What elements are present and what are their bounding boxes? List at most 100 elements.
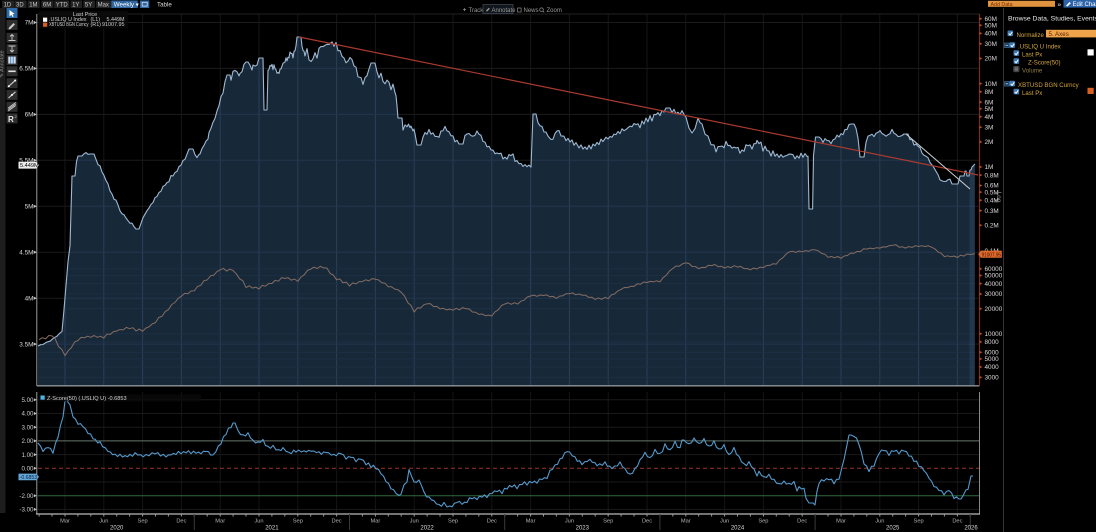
svg-text:-2.00: -2.00: [19, 493, 34, 500]
svg-text:Jun: Jun: [410, 519, 419, 525]
svg-text:2023: 2023: [576, 526, 590, 532]
svg-text:1D: 1D: [4, 3, 12, 9]
svg-text:91007.95: 91007.95: [102, 22, 124, 28]
svg-text:0.2M: 0.2M: [985, 223, 999, 230]
svg-text:Dec: Dec: [797, 519, 807, 525]
svg-text:R: R: [8, 115, 14, 124]
svg-text:2M: 2M: [985, 139, 994, 146]
svg-text:2: 2: [15, 114, 18, 119]
svg-text:Dec: Dec: [332, 519, 342, 525]
svg-text:6.5M: 6.5M: [19, 66, 33, 73]
svg-text:5.5M: 5.5M: [19, 158, 33, 165]
svg-text:2025: 2025: [886, 526, 900, 532]
svg-text:✎ Annotate: ✎ Annotate: [0, 50, 6, 77]
svg-text:10M: 10M: [985, 81, 997, 88]
svg-text:8M: 8M: [985, 89, 994, 96]
svg-text:Last Px: Last Px: [1022, 52, 1042, 59]
svg-text:5.00: 5.00: [21, 397, 34, 404]
svg-text:Jun: Jun: [254, 519, 263, 525]
svg-text:Zoom: Zoom: [547, 8, 562, 14]
svg-text:XBTUSD BGN Curncy: XBTUSD BGN Curncy: [49, 22, 89, 28]
svg-text:3D: 3D: [16, 3, 24, 9]
svg-text:Jun: Jun: [565, 519, 574, 525]
svg-text:0.8M: 0.8M: [985, 172, 999, 179]
svg-text:0.3M: 0.3M: [985, 208, 999, 215]
svg-text:0.6M: 0.6M: [985, 183, 999, 190]
svg-text:YTD: YTD: [56, 3, 69, 9]
svg-text:Log: Log: [995, 192, 1002, 203]
svg-text:50M: 50M: [985, 23, 997, 30]
svg-text:1M: 1M: [29, 3, 37, 9]
svg-text:2021: 2021: [265, 526, 279, 532]
svg-text:Last Px: Last Px: [1022, 90, 1042, 97]
svg-text:4.00: 4.00: [21, 411, 34, 418]
svg-text:Max: Max: [98, 3, 109, 9]
svg-text:2026: 2026: [964, 526, 978, 532]
svg-text:0.5M: 0.5M: [985, 189, 999, 196]
svg-text:5000: 5000: [985, 356, 1000, 363]
svg-text:Dec: Dec: [487, 519, 497, 525]
svg-text:30000: 30000: [985, 291, 1003, 298]
svg-text:6000: 6000: [985, 350, 1000, 357]
svg-text:Sep: Sep: [603, 519, 613, 525]
svg-text:30M: 30M: [985, 41, 997, 48]
svg-text:Table: Table: [157, 2, 172, 9]
svg-text:XBTUSD BGN Curncy: XBTUSD BGN Curncy: [1018, 82, 1080, 89]
svg-text:2024: 2024: [731, 526, 745, 532]
svg-text:-3.00: -3.00: [19, 507, 34, 514]
svg-text:Dec: Dec: [642, 519, 652, 525]
svg-text:3M: 3M: [985, 124, 994, 131]
svg-text:Jun: Jun: [875, 519, 884, 525]
svg-text:60000: 60000: [985, 266, 1003, 273]
svg-text:5M: 5M: [25, 204, 34, 211]
svg-text:Sep: Sep: [293, 519, 303, 525]
svg-text:Mar: Mar: [526, 519, 536, 525]
svg-text:4M: 4M: [25, 295, 34, 302]
svg-text:5Y: 5Y: [85, 3, 92, 9]
svg-text:Mar: Mar: [681, 519, 691, 525]
svg-text:60M: 60M: [985, 16, 997, 23]
svg-text:4000: 4000: [985, 364, 1000, 371]
svg-text:Track: Track: [469, 8, 485, 14]
svg-text:Mar: Mar: [215, 519, 225, 525]
svg-text:1.00: 1.00: [21, 452, 34, 459]
svg-text:40000: 40000: [985, 281, 1003, 288]
svg-text:»: »: [1058, 1, 1062, 8]
svg-text:Edit Chart: Edit Chart: [1073, 2, 1096, 8]
svg-text:Mar: Mar: [836, 519, 846, 525]
svg-text:0.4M: 0.4M: [985, 197, 999, 204]
svg-text:Sep: Sep: [138, 519, 148, 525]
svg-text:Z-Score(50) (.USLIQ U) -0.685: Z-Score(50) (.USLIQ U) -0.6853: [47, 396, 127, 402]
svg-text:(R1): (R1): [91, 22, 102, 28]
svg-text:7M: 7M: [25, 20, 34, 27]
svg-text:-0.6853: -0.6853: [20, 475, 38, 481]
svg-text:5.449M: 5.449M: [107, 17, 125, 23]
svg-text:News: News: [524, 8, 539, 14]
svg-text:4M: 4M: [985, 114, 994, 121]
svg-text:2022: 2022: [420, 526, 434, 532]
svg-text:4.5M: 4.5M: [19, 249, 33, 256]
svg-text:Last Price: Last Price: [73, 12, 97, 18]
svg-text:Jun: Jun: [720, 519, 729, 525]
svg-text:50000: 50000: [985, 273, 1003, 280]
svg-text:Z-Score(50): Z-Score(50): [1028, 60, 1061, 67]
svg-text:20M: 20M: [985, 56, 997, 63]
svg-text:5.449M: 5.449M: [20, 163, 39, 169]
svg-text:Annotate: Annotate: [492, 8, 517, 14]
svg-text:Jun: Jun: [99, 519, 108, 525]
svg-text:.USLIQ U Index: .USLIQ U Index: [1018, 44, 1061, 51]
svg-text:Mar: Mar: [60, 519, 70, 525]
svg-text:6M: 6M: [25, 112, 34, 119]
svg-text:Add Data: Add Data: [991, 2, 1013, 8]
svg-text:Browse Data, Studies, Events,: Browse Data, Studies, Events, etc: [1008, 16, 1096, 23]
svg-text:3.00: 3.00: [21, 424, 34, 431]
svg-text:5. Axes: 5. Axes: [1049, 31, 1069, 38]
svg-text:40M: 40M: [985, 31, 997, 38]
svg-text:.USLIQ U Index: .USLIQ U Index: [49, 17, 87, 23]
svg-text:6M: 6M: [43, 3, 51, 9]
svg-text:Volume: Volume: [1022, 68, 1043, 75]
svg-text:3000: 3000: [985, 375, 1000, 382]
svg-text:2020: 2020: [110, 526, 124, 532]
svg-text:Weekly ▾: Weekly ▾: [114, 2, 139, 9]
svg-text:91007.95: 91007.95: [982, 252, 1001, 258]
